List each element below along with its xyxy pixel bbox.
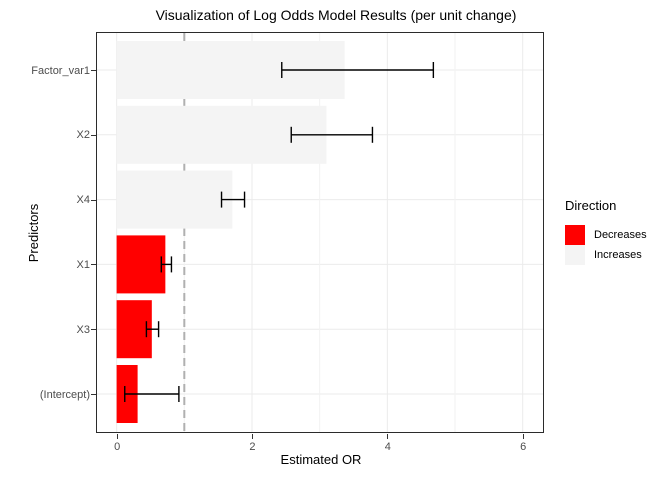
legend: Direction Decreases Increases <box>565 198 647 265</box>
x-tick-label-0: 0 <box>114 441 121 453</box>
x-tick-mark <box>387 434 389 439</box>
legend-items: Decreases Increases <box>565 225 647 265</box>
x-tick-mark <box>251 434 253 439</box>
y-tick-mark <box>91 394 96 395</box>
x-axis-title: Estimated OR <box>280 452 362 467</box>
errorbar-X4 <box>220 191 246 208</box>
errorbar-X2 <box>290 126 374 143</box>
bar-X1 <box>116 235 166 294</box>
legend-swatch-decreases <box>565 225 585 245</box>
legend-item-decreases: Decreases <box>565 225 647 245</box>
y-tick-mark <box>91 134 96 136</box>
errorbar-(Intercept) <box>124 386 180 402</box>
plot-panel <box>96 32 544 433</box>
y-tick-mark <box>91 329 96 331</box>
y-tick-mark <box>91 199 96 201</box>
legend-item-label: Decreases <box>594 229 647 241</box>
legend-item-label: Increases <box>594 249 642 261</box>
errorbar-X1 <box>160 256 173 273</box>
y-tick-label-X3: X3 <box>76 323 90 336</box>
legend-item-increases: Increases <box>565 245 647 265</box>
y-tick-label-X2: X2 <box>76 129 90 142</box>
x-tick-label-4: 4 <box>384 441 391 453</box>
y-tick-label-Factor_var1: Factor_var1 <box>31 64 90 77</box>
x-tick-mark <box>522 434 524 439</box>
errorbar-X3 <box>145 321 160 338</box>
legend-title: Direction <box>565 198 617 213</box>
y-axis-title: Predictors <box>26 203 41 263</box>
legend-swatch-increases <box>565 245 585 265</box>
y-tick-label-X1: X1 <box>76 258 90 271</box>
bar-X4 <box>116 170 233 229</box>
y-tick-mark <box>91 264 96 266</box>
x-tick-label-2: 2 <box>249 441 256 453</box>
x-tick-label-6: 6 <box>520 441 527 453</box>
y-tick-mark <box>91 70 96 71</box>
chart-title: Visualization of Log Odds Model Results … <box>155 7 517 23</box>
plot-area <box>97 33 543 432</box>
y-tick-label-X4: X4 <box>76 194 90 207</box>
y-tick-label-(Intercept): (Intercept) <box>39 388 90 401</box>
x-tick-mark <box>116 434 118 439</box>
errorbar-Factor_var1 <box>281 62 435 78</box>
